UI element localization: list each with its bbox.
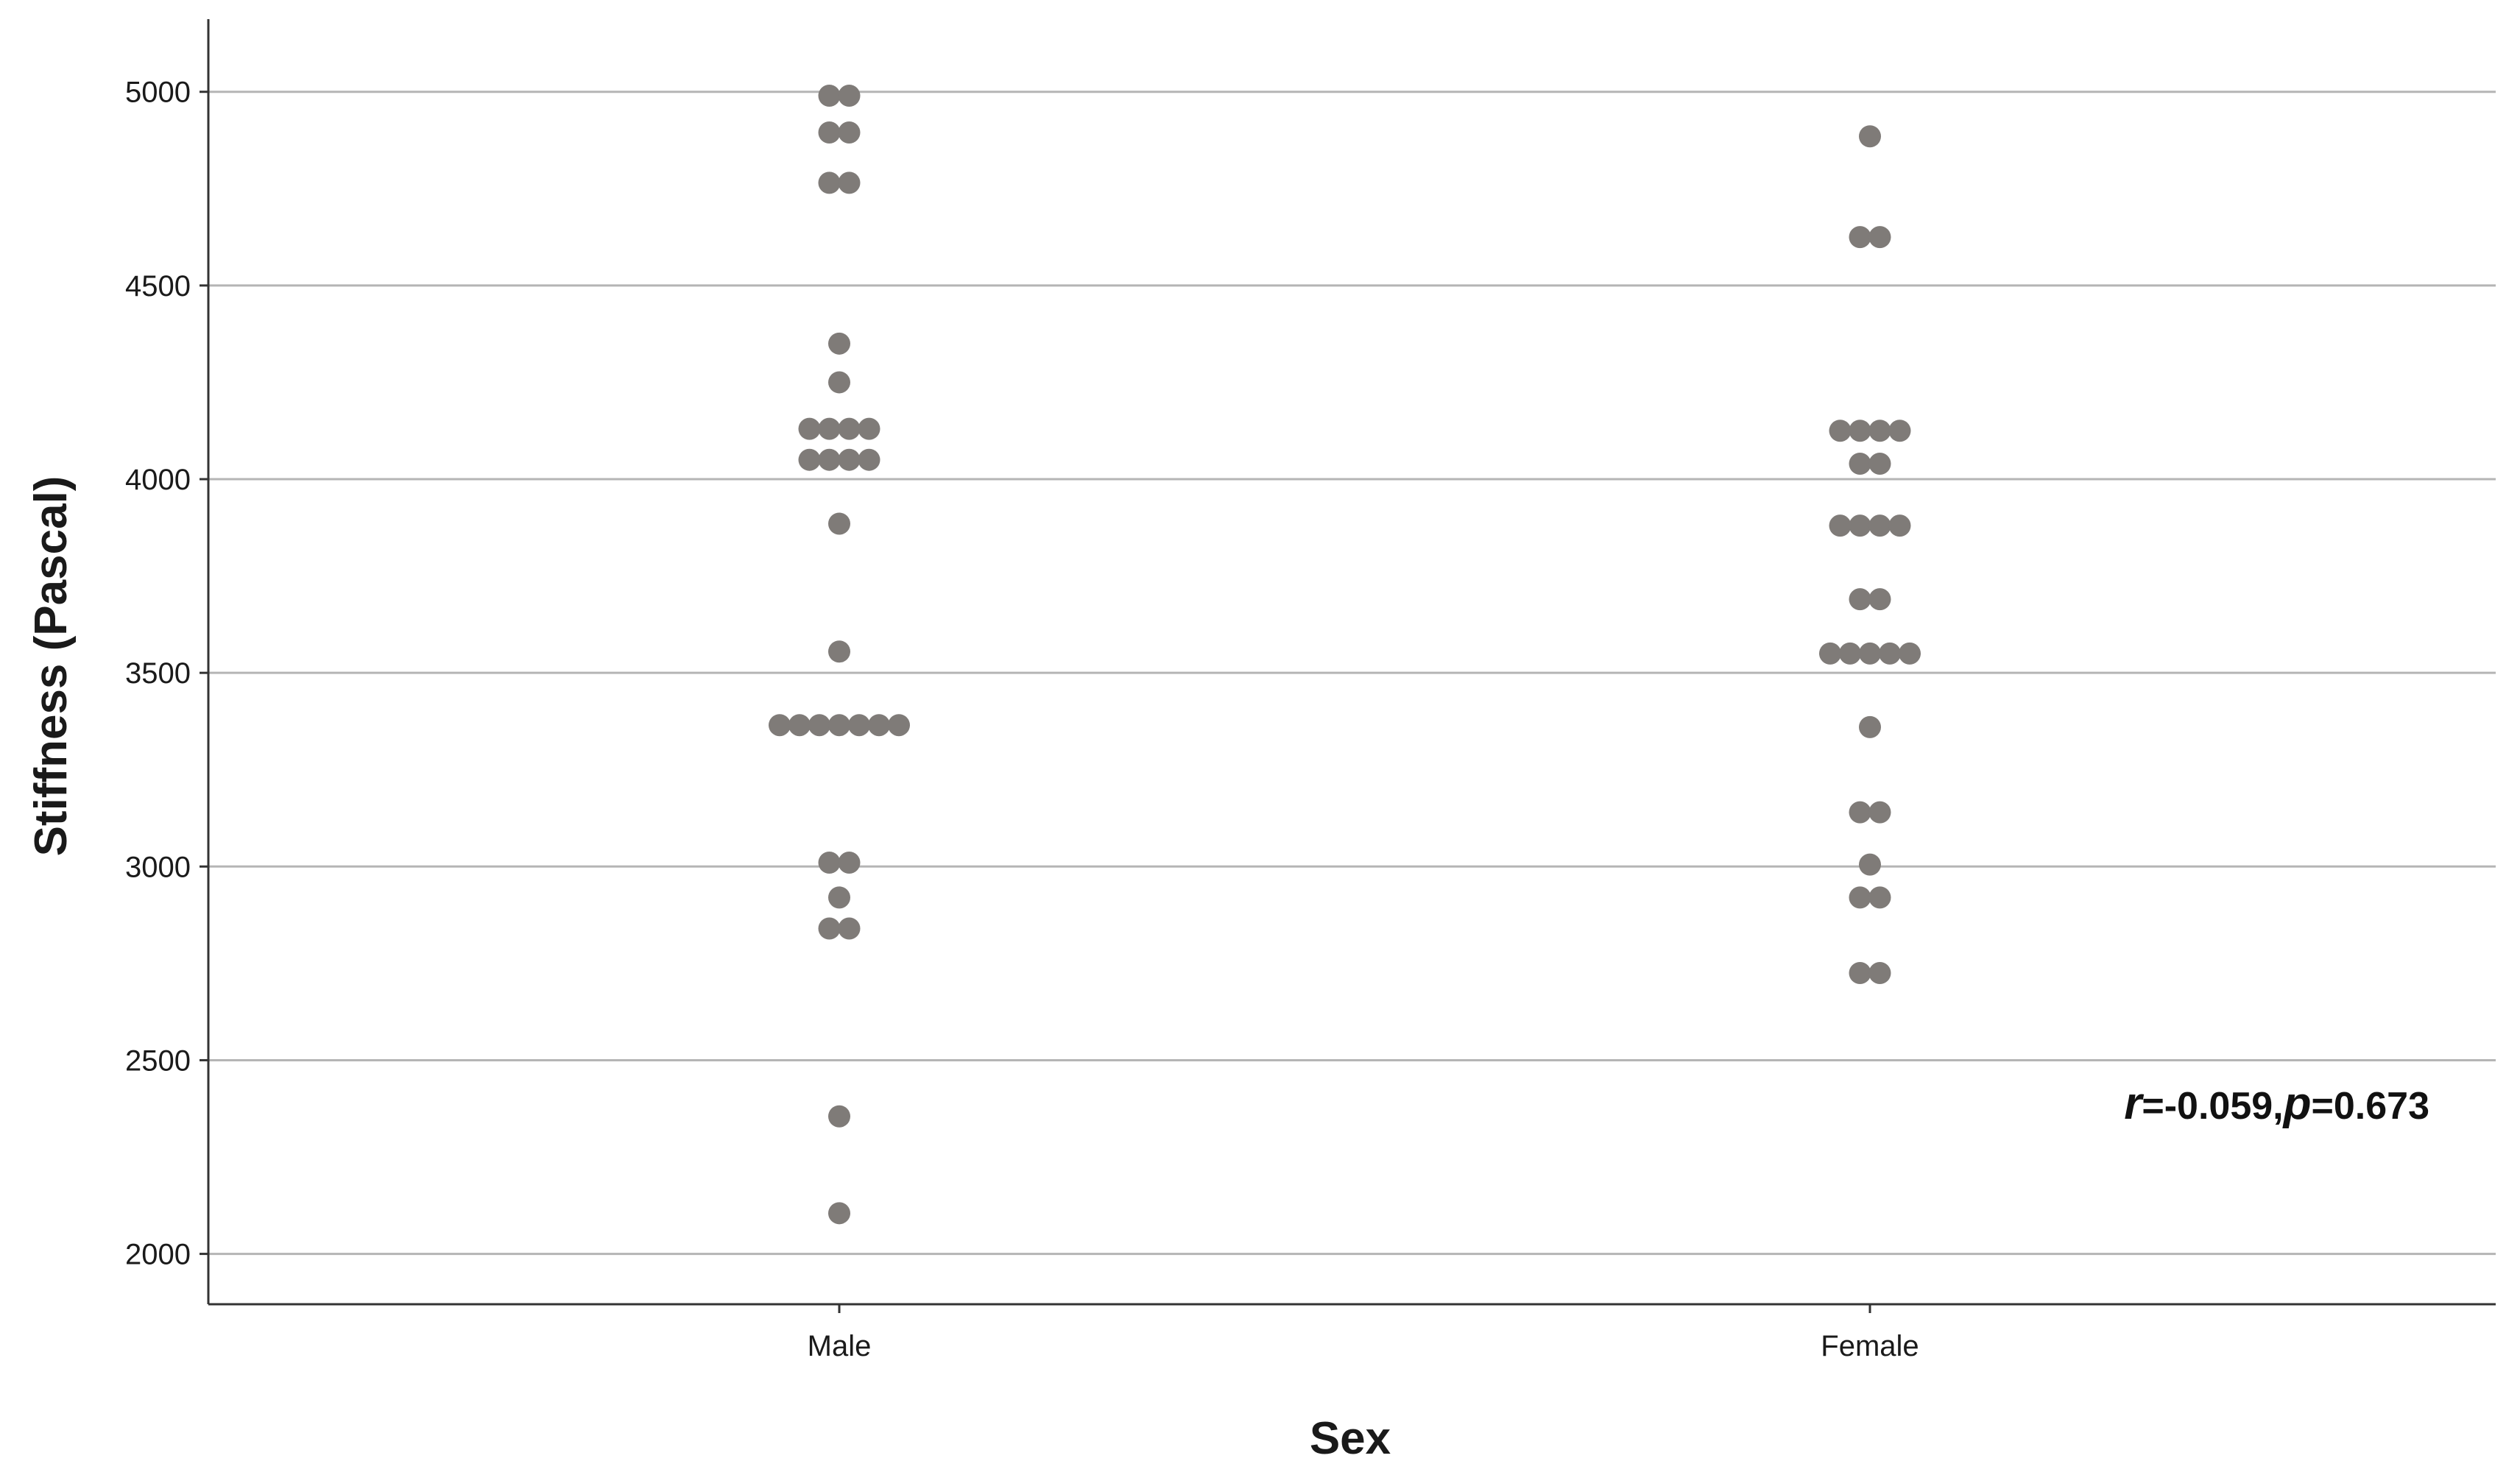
p-symbol: p [2282, 1078, 2312, 1129]
data-point-male [788, 714, 811, 737]
x-axis-title: Sex [1310, 1413, 1391, 1464]
data-point-female [1849, 420, 1871, 442]
axes [207, 19, 2496, 1313]
data-point-female [1868, 801, 1891, 824]
data-point-female [1888, 514, 1911, 537]
data-point-male [868, 714, 890, 737]
y-tick-label: 3000 [125, 851, 191, 883]
data-point-male [818, 852, 841, 874]
data-point-female [1829, 514, 1852, 537]
data-point-male [818, 448, 841, 471]
data-point-male [838, 852, 861, 874]
data-point-male [888, 714, 910, 737]
data-point-female [1859, 715, 1881, 738]
x-tick-label-male: Male [808, 1330, 872, 1362]
data-point-male [858, 417, 880, 440]
data-points [769, 84, 1921, 1225]
data-point-male [838, 121, 861, 144]
data-point-male [769, 714, 791, 737]
r-symbol: r [2124, 1078, 2144, 1129]
r-value: =-0.059, [2142, 1085, 2283, 1128]
data-point-female [1859, 853, 1881, 876]
data-point-female [1868, 452, 1891, 475]
y-tick-label: 4500 [125, 270, 191, 303]
data-point-female [1868, 588, 1891, 611]
data-point-male [848, 714, 870, 737]
data-point-female [1859, 125, 1881, 148]
data-point-male [838, 448, 861, 471]
data-point-female [1859, 642, 1881, 665]
data-point-male [858, 448, 880, 471]
data-point-male [828, 371, 850, 394]
data-point-female [1849, 452, 1871, 475]
data-point-female [1879, 642, 1901, 665]
y-tick-label: 2000 [125, 1239, 191, 1271]
data-point-male [828, 640, 850, 663]
data-point-male [828, 886, 850, 909]
data-point-male [818, 417, 841, 440]
grid-lines [200, 91, 2496, 1256]
data-point-male [828, 332, 850, 355]
data-point-male [828, 1105, 850, 1128]
data-point-female [1868, 514, 1891, 537]
y-tick-label: 4000 [125, 464, 191, 496]
data-point-female [1849, 801, 1871, 824]
data-point-male [798, 417, 821, 440]
data-point-female [1868, 962, 1891, 985]
data-point-female [1868, 420, 1891, 442]
data-point-female [1819, 642, 1841, 665]
data-point-male [838, 417, 861, 440]
data-point-female [1849, 226, 1871, 249]
data-point-female [1868, 226, 1891, 249]
data-point-male [828, 512, 850, 535]
y-tick-label: 3500 [125, 657, 191, 690]
data-point-male [818, 121, 841, 144]
data-point-female [1849, 514, 1871, 537]
data-point-male [818, 171, 841, 194]
data-point-female [1829, 420, 1852, 442]
data-point-female [1849, 886, 1871, 909]
data-point-female [1868, 886, 1891, 909]
data-point-female [1849, 588, 1871, 611]
y-axis-title: Stiffness (Pascal) [26, 476, 77, 857]
data-point-female [1849, 962, 1871, 985]
y-tick-label: 2500 [125, 1044, 191, 1077]
p-value: =0.673 [2312, 1085, 2430, 1128]
data-point-male [838, 917, 861, 940]
data-point-male [838, 84, 861, 107]
data-point-female [1839, 642, 1861, 665]
data-point-male [818, 917, 841, 940]
data-point-male [818, 84, 841, 107]
x-tick-labels: Male Female [808, 1330, 1919, 1362]
data-point-male [828, 1202, 850, 1225]
data-point-male [838, 171, 861, 194]
data-point-male [798, 448, 821, 471]
x-tick-label-female: Female [1821, 1330, 1919, 1362]
data-point-male [828, 714, 850, 737]
data-point-male [808, 714, 830, 737]
y-tick-labels: 2000 2500 3000 3500 4000 4500 5000 [125, 77, 191, 1271]
data-point-female [1888, 420, 1911, 442]
data-point-female [1899, 642, 1921, 665]
y-tick-label: 5000 [125, 77, 191, 109]
correlation-annotation: r=-0.059,p=0.673 [2124, 1078, 2429, 1129]
